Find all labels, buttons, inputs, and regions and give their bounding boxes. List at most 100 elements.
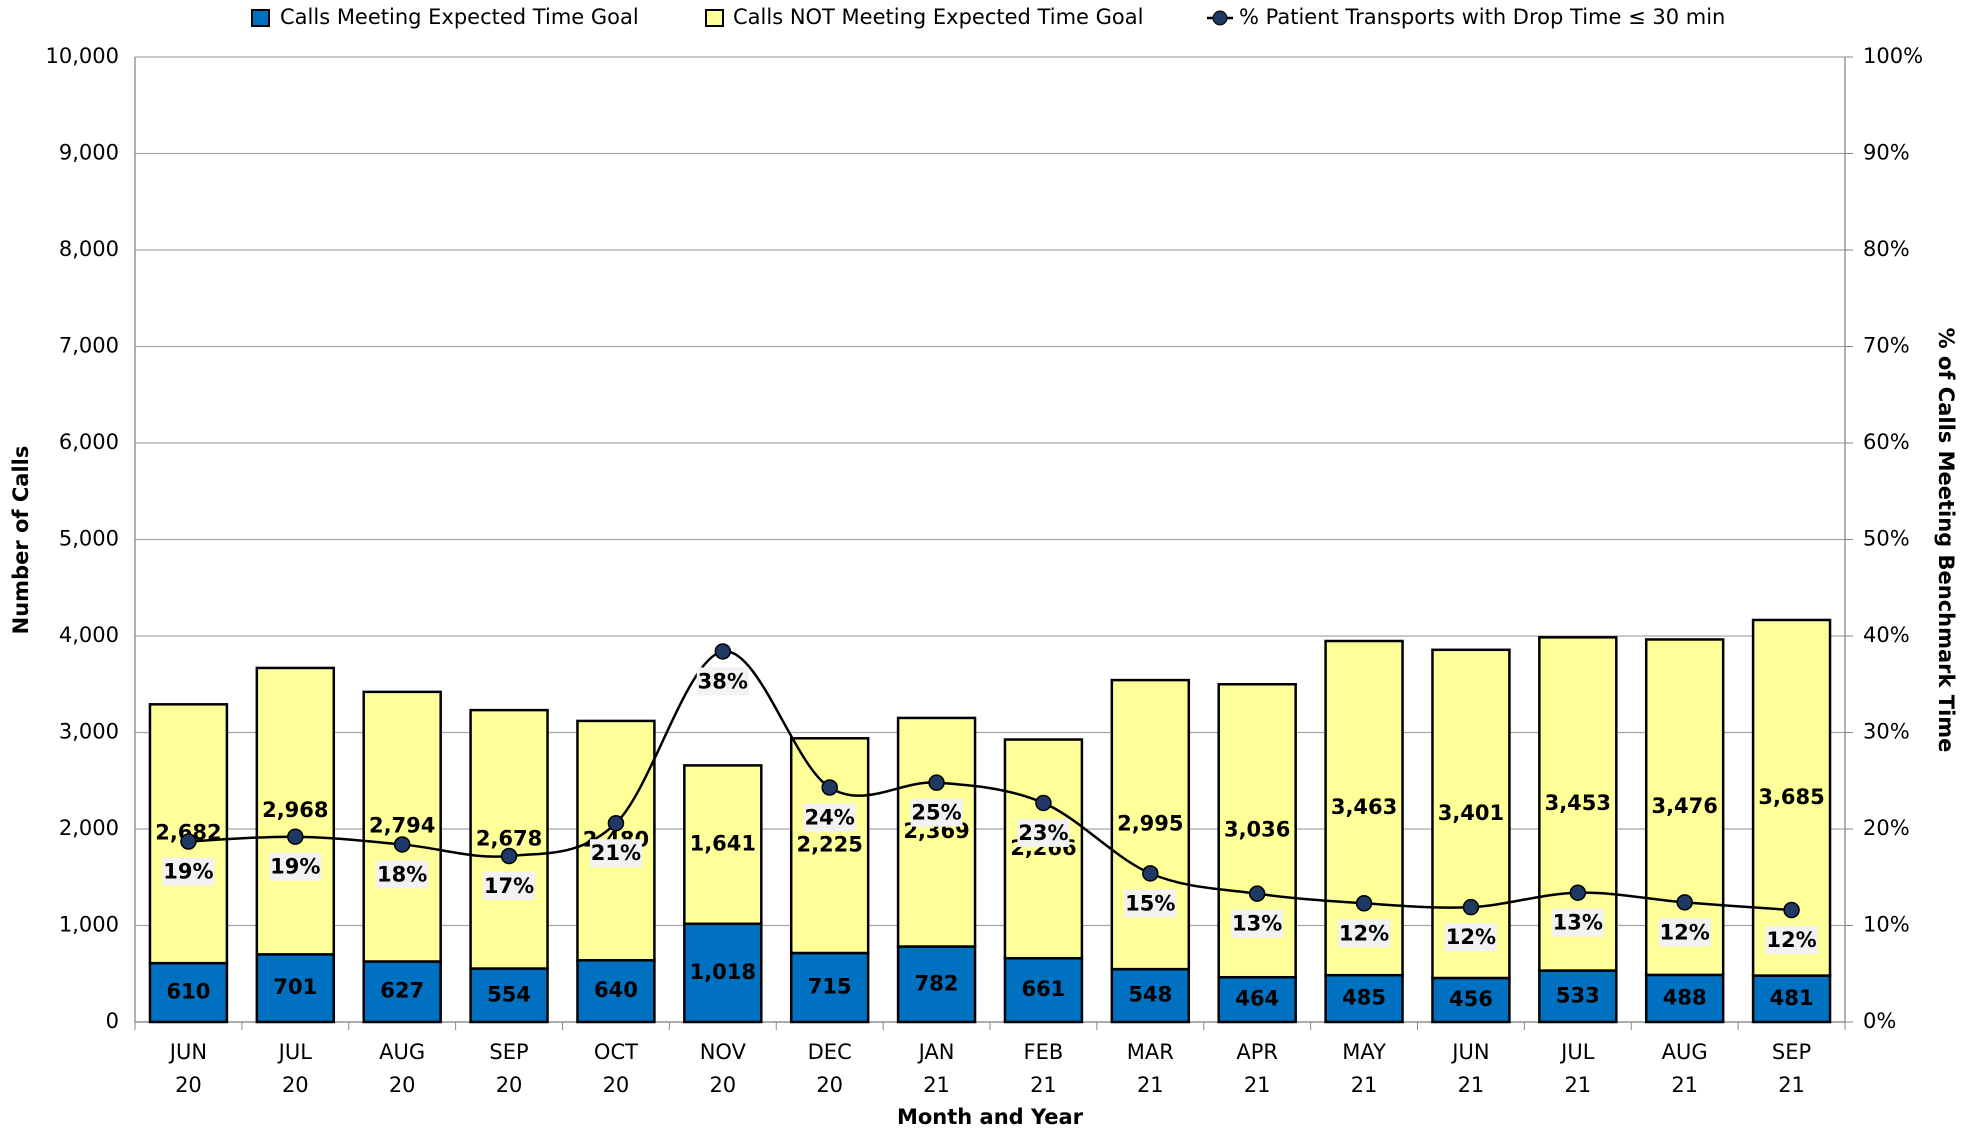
data-label: 19% — [270, 855, 320, 879]
y-tick-label: 7,000 — [59, 334, 119, 358]
y2-axis-title: % of Calls Meeting Benchmark Time — [1934, 328, 1958, 753]
data-label: 17% — [484, 874, 534, 898]
x-tick-label: AUG — [379, 1040, 425, 1064]
label-bg — [1017, 818, 1070, 847]
label-bg — [376, 860, 429, 889]
data-label: 2,678 — [476, 826, 542, 850]
x-tick-label: DEC — [808, 1040, 852, 1064]
marker — [1248, 885, 1266, 902]
y-tick-label: 9,000 — [59, 141, 119, 165]
y-tick-label: 3,000 — [59, 720, 119, 744]
y-tick-label: 10,000 — [46, 44, 119, 68]
y-axis-title: Number of Calls — [9, 446, 33, 635]
marker — [928, 774, 945, 791]
data-label: 456 — [1449, 987, 1493, 1011]
marker — [500, 847, 518, 865]
data-label: 548 — [1128, 983, 1172, 1007]
data-label: 1,641 — [690, 832, 756, 856]
bar — [1217, 975, 1297, 1024]
x-tick-label: SEP — [489, 1040, 528, 1064]
data-label: 3,463 — [1331, 795, 1397, 819]
label-bg — [1338, 919, 1391, 948]
y-tick-label: 8,000 — [59, 237, 119, 261]
label-bg — [162, 857, 215, 886]
bar — [1110, 678, 1191, 971]
bar — [1110, 967, 1191, 1024]
marker — [714, 643, 732, 660]
x-tick-label: 21 — [1030, 1073, 1057, 1097]
bar — [469, 967, 549, 1024]
bar — [683, 764, 763, 926]
x-tick-label: 21 — [923, 1073, 950, 1097]
legend-swatch — [705, 9, 724, 27]
x-tick-label: MAY — [1342, 1040, 1386, 1064]
label-bg — [803, 803, 856, 832]
y-tick-label: 6,000 — [59, 430, 119, 454]
data-label: 25% — [911, 801, 961, 825]
y-tick-label: 0 — [106, 1009, 119, 1033]
data-label: 661 — [1022, 977, 1066, 1001]
legend-marker — [1212, 10, 1228, 26]
x-tick-label: 20 — [389, 1073, 416, 1097]
label-bg — [589, 839, 642, 868]
x-tick-label: 21 — [1137, 1073, 1164, 1097]
y2-tick-label: 40% — [1863, 623, 1910, 647]
data-label: 627 — [380, 979, 424, 1003]
data-label: 1,018 — [690, 960, 756, 984]
data-label: 481 — [1770, 986, 1814, 1010]
x-tick-label: 20 — [709, 1073, 736, 1097]
bar — [469, 708, 549, 970]
marker — [1142, 865, 1159, 882]
x-tick-label: JUL — [1559, 1040, 1595, 1064]
x-tick-label: JUN — [168, 1040, 207, 1064]
label-bg — [1765, 926, 1818, 955]
data-label: 19% — [163, 860, 213, 884]
label-bg — [483, 872, 536, 901]
marker — [821, 779, 838, 796]
data-label: 12% — [1339, 921, 1389, 945]
x-axis-title: Month and Year — [897, 1105, 1084, 1128]
label-bg — [1658, 918, 1711, 947]
data-label: 38% — [698, 669, 748, 693]
data-label: 23% — [1018, 821, 1068, 845]
bar — [896, 716, 977, 948]
x-tick-label: 20 — [175, 1073, 202, 1097]
bar — [1538, 969, 1618, 1024]
bar — [1751, 974, 1832, 1024]
data-label: 13% — [1232, 912, 1282, 936]
data-label: 2,995 — [1117, 812, 1183, 836]
x-tick-label: 21 — [1244, 1073, 1271, 1097]
x-tick-label: 20 — [496, 1073, 523, 1097]
data-label: 701 — [273, 975, 317, 999]
x-tick-label: JAN — [917, 1040, 955, 1064]
label-bg — [910, 798, 963, 827]
bar — [362, 690, 442, 963]
x-tick-label: 21 — [1458, 1073, 1485, 1097]
marker — [287, 828, 304, 845]
bar — [1644, 973, 1725, 1024]
y-tick-label: 1,000 — [59, 913, 119, 937]
data-label: 485 — [1342, 986, 1386, 1010]
y2-tick-label: 50% — [1863, 527, 1910, 551]
data-label: 13% — [1553, 911, 1603, 935]
data-label: 15% — [1125, 891, 1175, 915]
data-label: 715 — [808, 975, 852, 999]
bar — [1003, 956, 1084, 1024]
data-label: 488 — [1663, 985, 1707, 1009]
y2-tick-label: 10% — [1863, 913, 1910, 937]
legend-label: Calls Meeting Expected Time Goal — [280, 5, 639, 29]
data-label: 3,685 — [1758, 785, 1824, 809]
bar — [683, 922, 763, 1024]
data-label: 12% — [1446, 925, 1496, 949]
bar — [362, 960, 442, 1024]
data-label: 2,968 — [262, 798, 328, 822]
marker — [1355, 895, 1373, 912]
x-tick-label: 20 — [816, 1073, 843, 1097]
data-label: 21% — [591, 841, 641, 865]
y-tick-label: 5,000 — [59, 527, 119, 551]
marker — [1462, 898, 1480, 916]
marker — [1569, 884, 1587, 901]
data-label: 640 — [594, 978, 638, 1002]
data-label: 782 — [915, 971, 959, 995]
